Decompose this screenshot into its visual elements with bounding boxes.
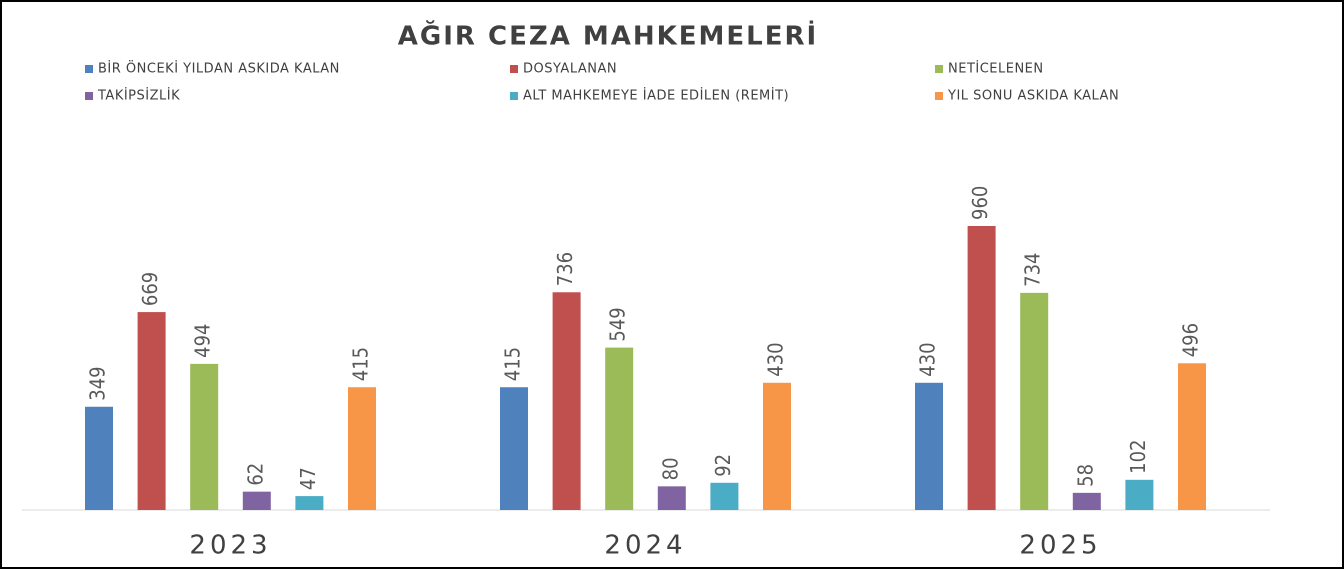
bar — [915, 382, 943, 510]
x-tick-label: 2023 — [189, 531, 271, 561]
legend-label: YIL SONU ASKIDA KALAN — [947, 89, 1119, 104]
bar — [1125, 479, 1154, 510]
bar — [552, 292, 581, 510]
legend-label: NETİCELENEN — [948, 61, 1044, 77]
legend-swatch — [85, 92, 93, 100]
legend-swatch — [935, 92, 943, 100]
data-label: 960 — [968, 186, 992, 220]
data-label: 47 — [296, 467, 320, 490]
data-label: 415 — [349, 347, 373, 381]
legend-swatch — [935, 65, 943, 73]
data-label: 58 — [1073, 464, 1097, 487]
bar — [1072, 492, 1101, 510]
bar — [967, 226, 996, 510]
data-label: 80 — [658, 457, 682, 480]
bar — [85, 406, 113, 510]
bar — [137, 312, 166, 510]
data-label: 496 — [1179, 323, 1203, 357]
data-label: 494 — [191, 324, 215, 358]
bar — [500, 387, 528, 510]
data-label: 92 — [711, 454, 735, 477]
data-label: 549 — [606, 307, 630, 341]
bar — [190, 363, 219, 510]
bar — [710, 482, 739, 510]
legend-label: BİR ÖNCEKİ YILDAN ASKIDA KALAN — [98, 60, 340, 77]
data-label: 736 — [553, 252, 577, 286]
legend-label: DOSYALANAN — [523, 62, 617, 77]
bar — [605, 347, 634, 510]
legend-swatch — [510, 65, 518, 73]
data-label: 430 — [764, 342, 788, 376]
data-label: 415 — [501, 347, 525, 381]
bar — [1020, 292, 1049, 510]
data-label: 669 — [138, 272, 162, 306]
bar — [295, 496, 324, 510]
bar — [242, 491, 271, 510]
data-label: 349 — [86, 366, 110, 400]
x-tick-label: 2024 — [604, 531, 686, 561]
legend-label: TAKİPSİZLİK — [97, 88, 180, 104]
legend-label: ALT MAHKEMEYE İADE EDİLEN (REMİT) — [523, 88, 789, 104]
bar — [348, 387, 376, 510]
data-label: 430 — [916, 342, 940, 376]
legend-swatch — [85, 65, 93, 73]
legend-swatch — [510, 92, 518, 100]
bar — [657, 486, 686, 510]
data-label: 62 — [243, 463, 267, 486]
bar — [763, 382, 791, 510]
chart-title: AĞIR CEZA MAHKEMELERİ — [398, 20, 818, 52]
bar — [1178, 363, 1206, 510]
x-tick-label: 2025 — [1019, 531, 1101, 561]
data-label: 734 — [1021, 253, 1045, 287]
data-label: 102 — [1126, 439, 1150, 473]
